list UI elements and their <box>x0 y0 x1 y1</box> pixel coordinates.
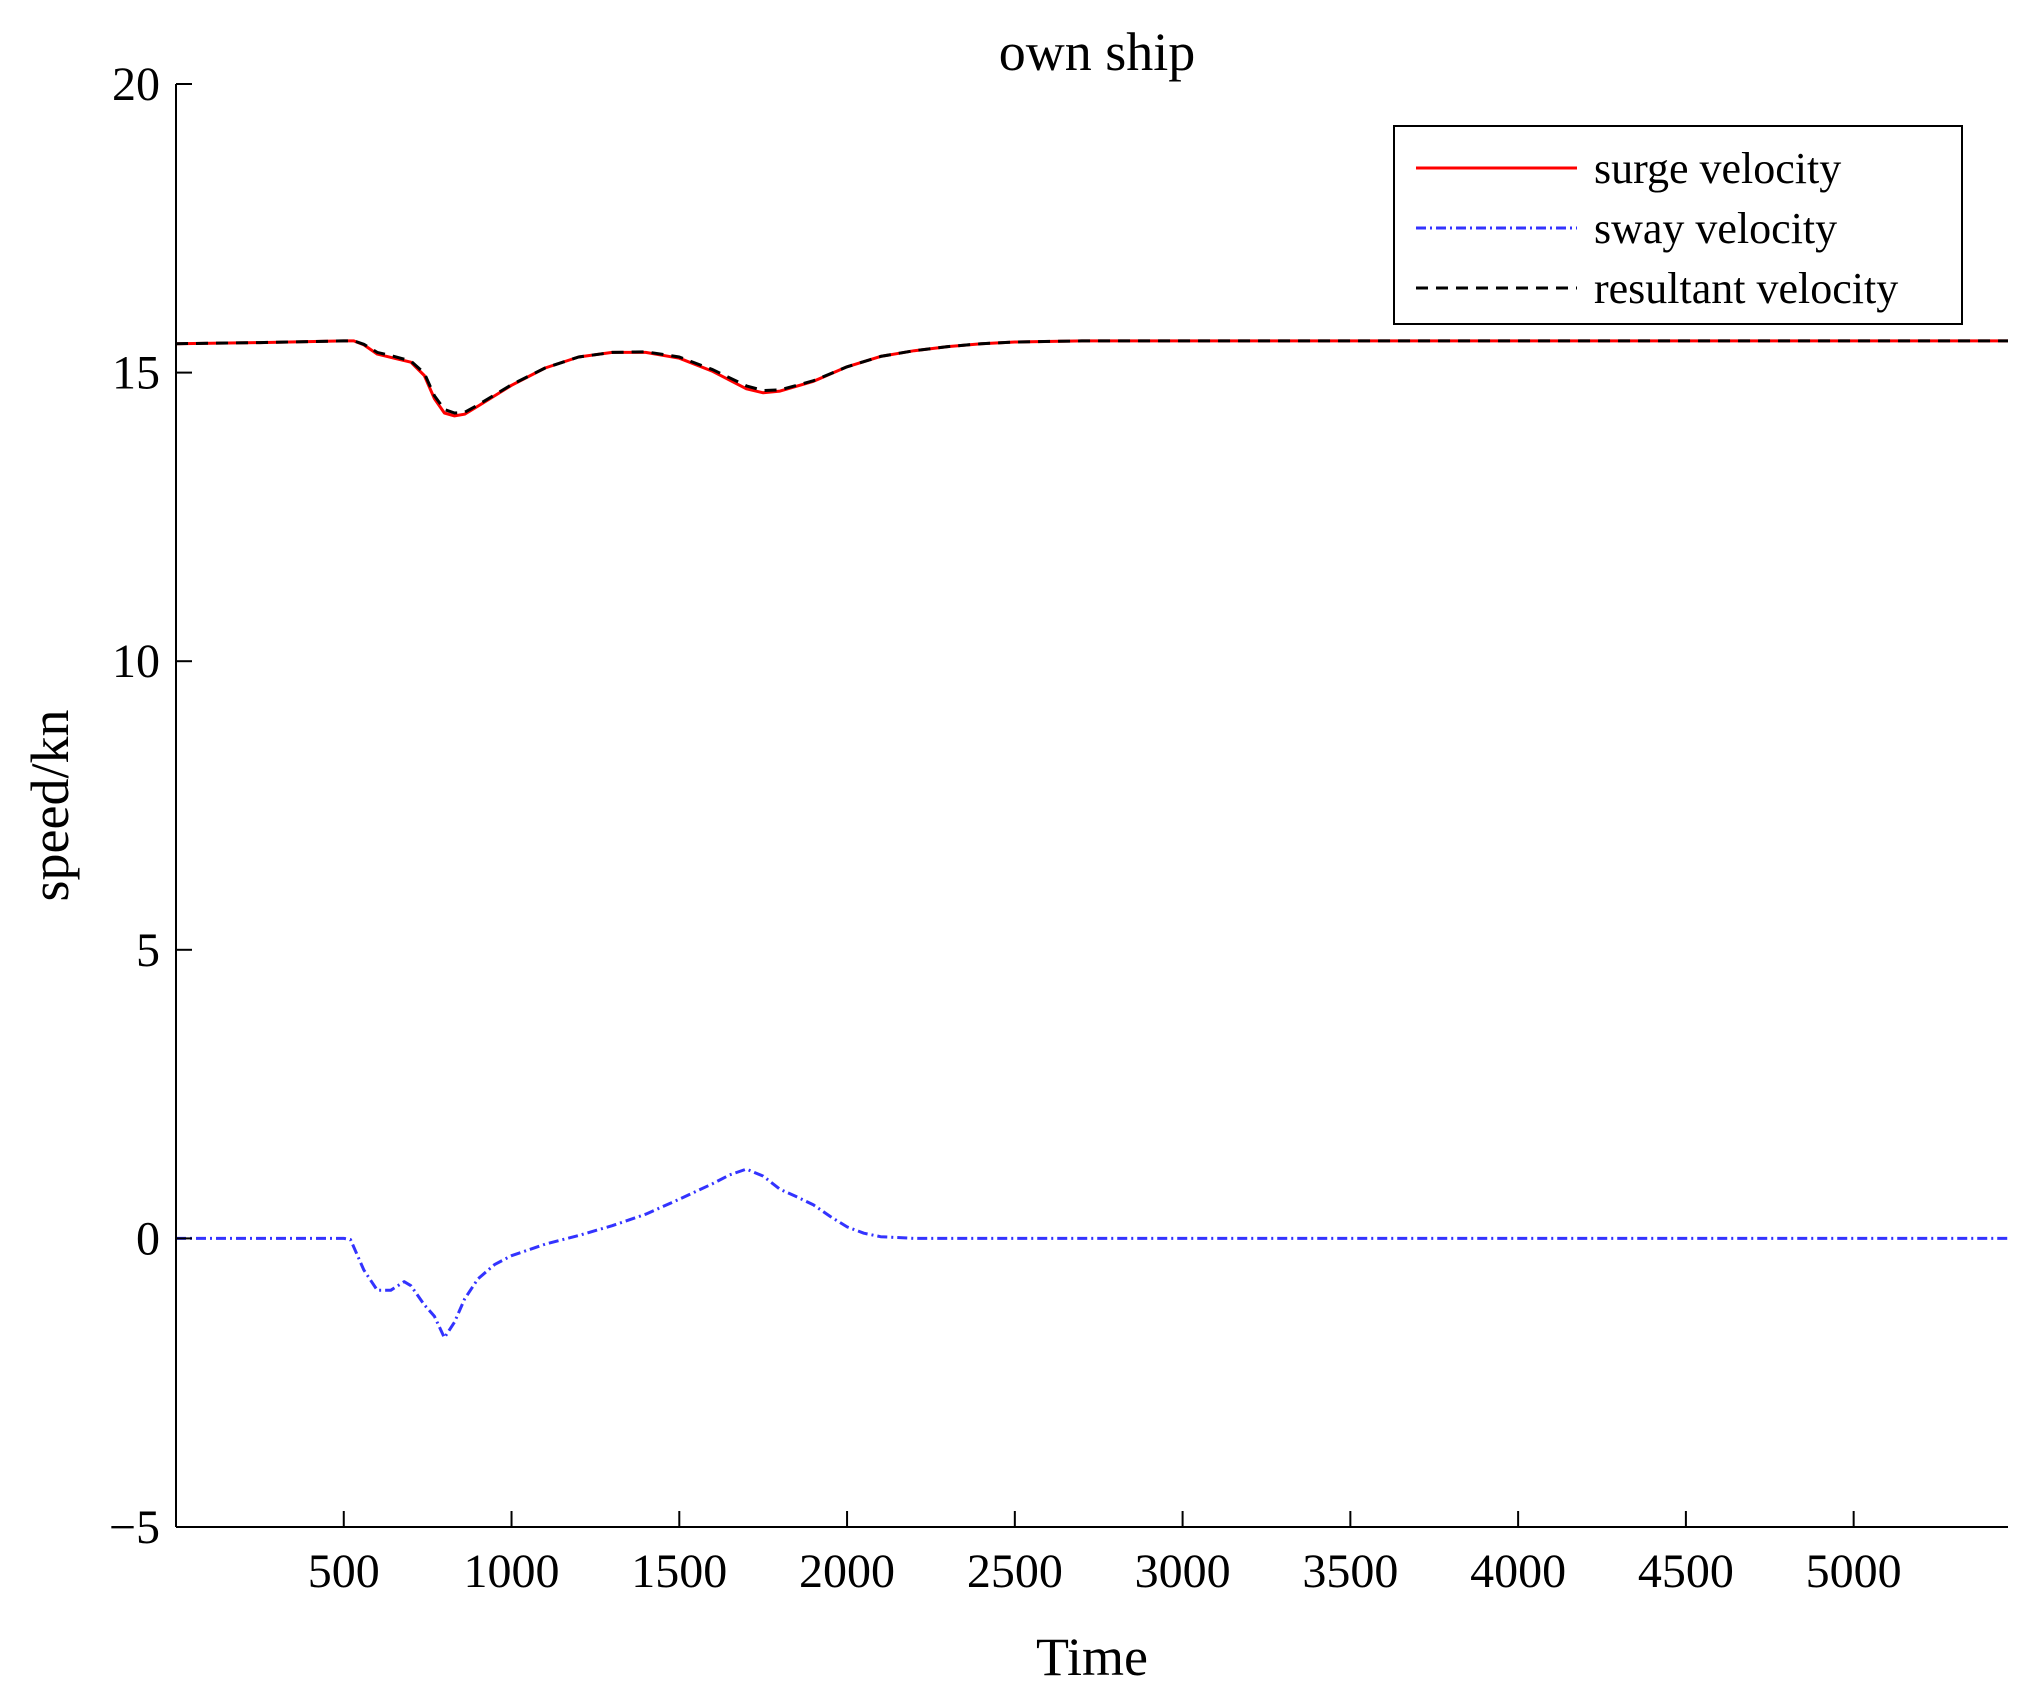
chart-title: own ship <box>999 22 1196 82</box>
y-tick-label: 20 <box>112 58 160 111</box>
series-layer <box>175 339 2008 1340</box>
legend-box <box>1393 125 1963 325</box>
series-line-sway-velocity <box>176 1167 2008 1340</box>
legend-label: surge velocity <box>1594 144 1841 193</box>
y-tick-label: 5 <box>136 924 160 977</box>
y-tick-label: 15 <box>112 347 160 400</box>
x-axis-title: Time <box>1036 1627 1148 1687</box>
y-tick-label: 10 <box>112 635 160 688</box>
legend-label: resultant velocity <box>1594 264 1898 313</box>
series-line-resultant-velocity <box>175 339 2008 415</box>
x-tick-label: 3000 <box>1135 1545 1231 1598</box>
legend-label: sway velocity <box>1594 204 1837 253</box>
x-tick-label: 2500 <box>967 1545 1063 1598</box>
legend: surge velocity sway velocity resultant vel… <box>1393 125 1963 325</box>
x-tick-label: 5000 <box>1806 1545 1902 1598</box>
y-axis-title: speed/kn <box>20 710 80 902</box>
axes-layer: 500 1000 1500 2000 2500 3000 3500 4000 4500 5000 −… <box>109 58 2008 1598</box>
x-tick-label: 4500 <box>1638 1545 1734 1598</box>
y-tick-label: −5 <box>109 1501 160 1554</box>
x-tick-label: 500 <box>308 1545 380 1598</box>
x-tick-label: 4000 <box>1470 1545 1566 1598</box>
x-tick-label: 1000 <box>464 1545 560 1598</box>
x-tick-label: 2000 <box>799 1545 895 1598</box>
y-tick-label: 0 <box>136 1212 160 1265</box>
x-tick-label: 3500 <box>1302 1545 1398 1598</box>
x-tick-label: 1500 <box>631 1545 727 1598</box>
